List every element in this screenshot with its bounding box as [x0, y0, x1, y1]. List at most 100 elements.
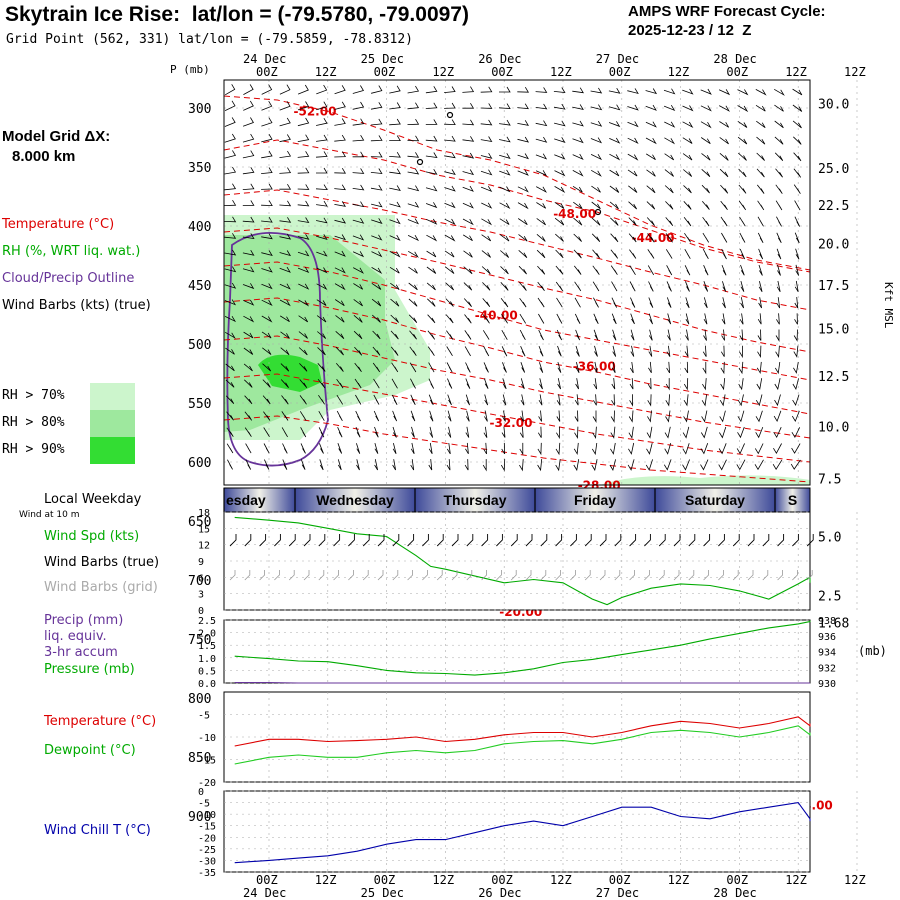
wind-barb [462, 218, 474, 226]
wind-barb [645, 459, 653, 471]
wind-barb-true [274, 534, 281, 547]
wind-barb [737, 89, 749, 96]
wind-barb [261, 250, 273, 257]
time-tick-label-top: 00Z [256, 65, 278, 79]
wind-barb [555, 281, 564, 292]
wind-barb [774, 152, 784, 161]
wind-barb [738, 200, 747, 211]
wind-barb [499, 86, 511, 93]
wind-barb [407, 218, 420, 225]
wind-barb [647, 394, 652, 407]
wind-barb [409, 330, 417, 340]
wind-barb [427, 298, 436, 307]
wind-barb [572, 153, 584, 160]
wind-barb-grid [244, 570, 251, 581]
wind-barb [739, 329, 744, 341]
wind-barb [609, 169, 620, 177]
wind-barb [684, 265, 691, 276]
wind-barb [736, 459, 746, 471]
day-label: Thursday [443, 492, 506, 508]
wind-barb [775, 329, 780, 342]
wind-barb [648, 361, 652, 374]
wind-barb [609, 137, 621, 144]
wind-barb [793, 152, 802, 162]
kft-tick-label: 30.0 [818, 97, 849, 112]
wind-barb [336, 378, 344, 389]
wind-barb [498, 103, 511, 110]
wind-barb [445, 266, 455, 274]
wind-barb [682, 459, 690, 471]
wind-barb [664, 137, 676, 145]
wind-barb [426, 282, 436, 291]
wind-barb [590, 87, 603, 94]
wind-barb [555, 249, 564, 259]
wind-barb [261, 233, 273, 240]
y-tick-label: -20 [198, 778, 216, 789]
wind-barb [462, 185, 474, 192]
wind-barb [591, 201, 601, 210]
wind-barb [279, 233, 292, 240]
wind-barb [242, 150, 255, 159]
pressure-right-tick: 930 [818, 679, 836, 690]
wind-barb [757, 216, 764, 227]
wind-barb [608, 121, 621, 128]
wind-barb [791, 427, 801, 439]
wind-barb [663, 459, 672, 471]
wind-barb-grid [407, 570, 413, 581]
wind-barb [281, 411, 289, 421]
wind-barb [261, 299, 273, 306]
time-tick-label-bottom: 12Z [785, 873, 807, 887]
legend-rh70-label: RH > 70% [2, 388, 65, 403]
panel-temperature-and-dewpoint: -20 -15 -10 -5 [198, 691, 858, 789]
wind-barb [389, 85, 401, 94]
wind-barb [482, 298, 491, 308]
wind-barb [407, 85, 420, 94]
legend-temperature-2m: Temperature (°C) [44, 714, 157, 729]
wind-barb [242, 183, 255, 190]
wind-barb [536, 218, 546, 226]
wind-barb [776, 313, 780, 325]
wind-barb [389, 185, 401, 191]
wind-barb [465, 410, 470, 422]
pressure-tick-label: 500 [188, 338, 211, 353]
wind-barb [297, 134, 310, 142]
wind-barb [425, 185, 438, 192]
wind-barb [316, 299, 327, 306]
wind-barb-grid [732, 570, 739, 581]
wind-barb [392, 459, 396, 471]
wind-barb [647, 233, 655, 243]
wind-barb [756, 361, 762, 375]
wind-barb [517, 218, 528, 226]
wind-barb [538, 410, 542, 422]
legend-dewpoint: Dewpoint (°C) [44, 743, 136, 758]
wind-barb [242, 117, 254, 127]
wind-barb [334, 184, 346, 191]
time-tick-label-top: 12Z [432, 65, 454, 79]
day-label: Saturday [685, 492, 745, 508]
wind-barb [499, 218, 510, 225]
wind-barb [665, 378, 670, 391]
wind-barb [774, 136, 784, 145]
wind-barb-true [584, 534, 592, 547]
wind-barb [243, 347, 254, 355]
wind-barb [739, 248, 746, 260]
wind-barb [682, 426, 690, 439]
wind-barb [700, 88, 712, 95]
wind-barb [297, 266, 310, 274]
wind-barb [517, 103, 529, 110]
wind-barb [481, 266, 491, 275]
day-band-sunday [775, 488, 810, 512]
wind-barb [262, 395, 271, 405]
wind-barb [664, 185, 674, 194]
wind-barb [462, 86, 475, 93]
time-tick-label-bottom: 12Z [550, 873, 572, 887]
wind-barb [666, 297, 672, 308]
wind-barb [647, 378, 652, 390]
wind-barb [630, 345, 635, 357]
wind-barb [721, 264, 727, 276]
wind-barb [297, 217, 310, 224]
y-tick-label: 3 [198, 590, 204, 601]
wind-barb [334, 85, 346, 95]
wind-barb [755, 410, 763, 423]
wind-barb-true [422, 534, 429, 547]
